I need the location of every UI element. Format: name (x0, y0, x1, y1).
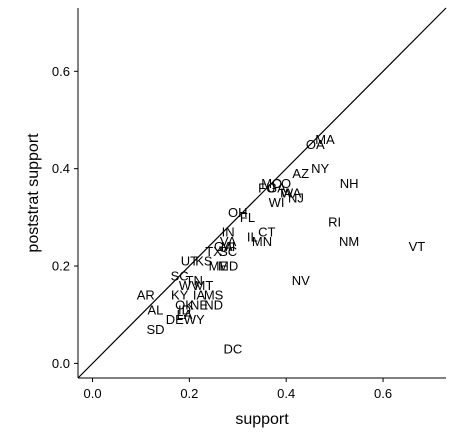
point-label: SC (171, 268, 189, 283)
point-label: MT (195, 278, 214, 293)
x-axis-title: support (235, 411, 289, 428)
point-label: IA (193, 288, 206, 303)
point-label: WY (184, 312, 205, 327)
point-label: WI (269, 195, 285, 210)
point-label: AL (148, 302, 164, 317)
point-label: GA (267, 181, 286, 196)
point-label: IA (280, 186, 293, 201)
point-label: AZ (292, 166, 309, 181)
point-label: NY (311, 161, 329, 176)
point-label: MD (218, 259, 238, 274)
point-label: TX (205, 244, 222, 259)
point-label: VT (409, 239, 426, 254)
point-label: NH (340, 176, 359, 191)
point-label: GA (214, 239, 233, 254)
reference-line (77, 7, 447, 379)
point-label: MO (261, 176, 282, 191)
x-tick-label: 0.4 (277, 386, 295, 401)
point-label: ND (204, 297, 223, 312)
point-label: WV (179, 278, 200, 293)
point-label: IN (222, 224, 235, 239)
point-label: UT (181, 254, 198, 269)
reference-line-group (77, 7, 447, 379)
point-label: SC (219, 244, 237, 259)
point-label: ME (209, 259, 229, 274)
point-label: MN (252, 234, 272, 249)
point-label: MS (204, 288, 224, 303)
y-tick-label: 0.6 (52, 64, 70, 79)
point-label: WA (281, 186, 302, 201)
point-label: VA (220, 234, 237, 249)
point-label: OK (175, 297, 194, 312)
point-label: RI (328, 215, 341, 230)
point-label: NV (292, 273, 310, 288)
y-axis-title: poststrat support (25, 133, 42, 253)
point-label: SD (146, 322, 164, 337)
axes: 0.0 0.2 0.4 0.6 0.0 0.2 0.4 0.6 (52, 8, 446, 401)
point-label: ID (178, 302, 191, 317)
point-label: MI (221, 239, 235, 254)
point-label: IL (247, 229, 258, 244)
point-label: AR (137, 288, 155, 303)
point-label: OA (306, 137, 325, 152)
x-tick-label: 0.6 (374, 386, 392, 401)
point-label: NE (190, 297, 208, 312)
point-label: NJ (288, 190, 304, 205)
point-label: CO (272, 176, 292, 191)
x-tick-label: 0.2 (180, 386, 198, 401)
point-label: NM (339, 234, 359, 249)
y-tick-label: 0.2 (52, 259, 70, 274)
x-tick-label: 0.0 (83, 386, 101, 401)
y-tick-label: 0.4 (52, 161, 70, 176)
point-label: KS (195, 254, 213, 269)
point-label: MA (315, 132, 335, 147)
point-label: FU (258, 181, 275, 196)
y-tick-label: 0.0 (52, 356, 70, 371)
point-label: LA (177, 307, 193, 322)
point-label: CT (258, 224, 275, 239)
point-label: DE (166, 312, 184, 327)
point-label: FL (240, 210, 255, 225)
point-label: OH (228, 205, 248, 220)
point-label: TN (186, 273, 203, 288)
point-label: KY (171, 288, 189, 303)
point-label: DC (224, 341, 243, 356)
